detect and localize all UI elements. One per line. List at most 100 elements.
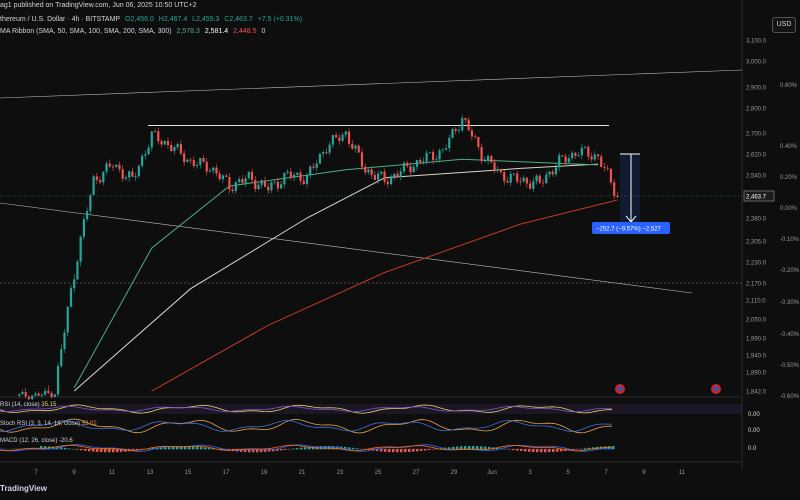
- candle-body: [128, 171, 131, 178]
- macd-bar: [296, 448, 299, 450]
- price-axis-label-11: 2,170.0: [746, 282, 767, 288]
- macd-bar: [576, 449, 579, 450]
- candle-body: [564, 156, 567, 163]
- candle-body: [121, 169, 124, 179]
- candle-body: [474, 136, 477, 138]
- date-axis-label-10: 27: [413, 470, 420, 476]
- candle-body: [325, 152, 328, 153]
- candle-body: [63, 332, 66, 349]
- candle-body: [448, 137, 451, 149]
- macd-bar: [572, 449, 575, 451]
- stoch-k-line: [0, 418, 612, 434]
- candle-body: [92, 176, 95, 196]
- candle-body: [215, 167, 218, 174]
- macd-bar: [80, 449, 83, 451]
- ribbon-line: MA Ribbon (SMA, 50, SMA, 100, SMA, 200, …: [0, 28, 268, 35]
- macd-bar: [284, 449, 287, 450]
- change-value: +7.5 (+0.31%): [257, 16, 303, 23]
- price-axis-label-2: 2,900.0: [746, 86, 767, 92]
- macd-bar: [516, 449, 519, 451]
- macd-bar: [484, 446, 487, 450]
- candle-body: [509, 173, 512, 183]
- currency-button[interactable]: USD: [772, 17, 796, 33]
- event-flag-inner-icon: [713, 386, 719, 392]
- macd-bar: [64, 447, 67, 450]
- candle-body: [254, 180, 257, 190]
- candle-body: [516, 173, 519, 182]
- date-axis-label-12: Jun: [487, 470, 497, 476]
- macd-bar: [268, 449, 271, 452]
- macd-bar: [120, 449, 123, 452]
- price-axis-label-12: 2,110.0: [746, 299, 766, 305]
- candle-body: [131, 171, 134, 177]
- macd-bar: [104, 449, 107, 453]
- macd-bar: [584, 448, 587, 450]
- ribbon-val-0: 2,578.3: [176, 28, 200, 35]
- candle-body: [47, 390, 50, 393]
- candle-body: [367, 169, 370, 173]
- macd-bar: [248, 449, 251, 453]
- candle-body: [328, 144, 331, 153]
- date-axis-label-8: 23: [337, 470, 344, 476]
- date-axis-label-2: 11: [109, 470, 116, 476]
- macd-bar: [472, 446, 475, 450]
- candle-body: [493, 162, 496, 171]
- macd-bar: [84, 449, 87, 451]
- macd-bar: [132, 449, 135, 451]
- lower-trendline: [0, 202, 693, 294]
- candle-body: [593, 154, 596, 160]
- macd-bar: [276, 449, 279, 451]
- macd-bar: [68, 448, 71, 450]
- candle-body: [377, 173, 380, 180]
- candle-body: [389, 176, 393, 185]
- date-axis-label-4: 15: [185, 470, 192, 476]
- candle-body: [218, 173, 221, 180]
- candle-body: [95, 176, 98, 181]
- macd-bar: [164, 446, 167, 450]
- macd-bar: [476, 446, 479, 450]
- price-axis-label-5: 2,620.0: [746, 153, 767, 159]
- macd-bar: [452, 446, 455, 450]
- macd-bar: [264, 449, 267, 452]
- macd-bar: [508, 449, 511, 450]
- stoch-d-line: [0, 419, 613, 432]
- macd-bar: [480, 446, 483, 450]
- candle-body: [273, 181, 276, 183]
- macd-bar: [396, 449, 399, 453]
- candle-body: [571, 152, 574, 159]
- candle-body: [444, 148, 448, 150]
- macd-bar: [536, 449, 539, 453]
- price-axis-label-16: 1,890.0: [746, 371, 767, 377]
- candle-body: [590, 156, 593, 160]
- candle-body: [541, 182, 545, 184]
- ribbon-name: MA Ribbon (SMA, 50, SMA, 100, SMA, 200, …: [0, 28, 172, 35]
- rsi-ma-line: [0, 405, 612, 413]
- high-value: H2,467.4: [158, 16, 188, 23]
- candle-body: [454, 128, 457, 131]
- stoch-label: Stoch RSI (3, 3, 14, 14, close) 53.02: [0, 421, 97, 427]
- macd-bar: [136, 449, 139, 451]
- candle-body: [347, 131, 351, 144]
- candle-body: [613, 182, 616, 196]
- macd-bar: [376, 449, 379, 452]
- candle-body: [360, 152, 364, 167]
- macd-bar: [412, 449, 415, 452]
- candle-body: [292, 174, 296, 178]
- candle-body: [134, 176, 137, 177]
- macd-bar: [76, 449, 79, 450]
- symbol-line: thereum / U.S. Dollar · 4h · BITSTAMP O2…: [0, 16, 305, 23]
- candle-body: [27, 396, 31, 400]
- price-axis-label-14: 1,990.0: [746, 337, 767, 343]
- macd-bar: [88, 449, 91, 452]
- price-axis-label-1: 3,000.0: [746, 60, 767, 66]
- candle-body: [393, 173, 396, 177]
- candle-body: [457, 130, 461, 132]
- candle-body: [283, 172, 286, 185]
- sma50-line: [73, 158, 599, 389]
- candle-body: [419, 160, 422, 163]
- candle-body: [257, 184, 260, 190]
- candle-body: [86, 210, 89, 220]
- pct-axis-label-8: -0.50%: [780, 363, 800, 369]
- candle-body: [186, 159, 189, 163]
